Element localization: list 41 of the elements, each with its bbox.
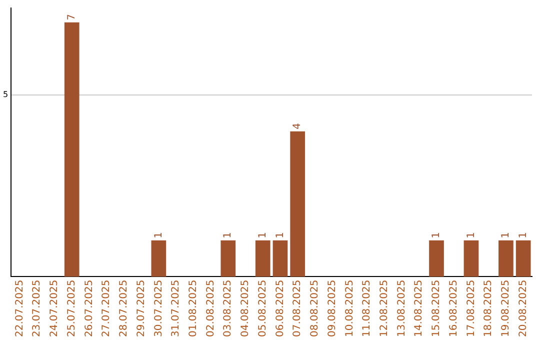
x-tick-label: 10.08.2025 [344,280,356,338]
data-label: 1 [153,232,164,238]
x-tick-label: 20.08.2025 [518,280,529,338]
data-label: 7 [66,14,78,20]
x-tick-label: 15.08.2025 [431,280,442,338]
data-label: 1 [274,232,286,238]
data-label: 4 [292,122,304,130]
data-label: 1 [257,232,268,238]
x-tick-label: 06.08.2025 [274,280,286,338]
x-tick-label: 19.08.2025 [500,280,512,338]
x-tick-label: 27.07.2025 [101,280,112,338]
x-tick-label: 04.08.2025 [240,280,252,338]
x-tick-label: 12.08.2025 [379,280,390,338]
x-tick-label: 29.07.2025 [136,280,147,338]
x-tick-label: 24.07.2025 [49,280,60,338]
x-tick-label: 09.08.2025 [326,280,338,338]
data-label: 1 [466,232,477,238]
x-tick-label: 23.07.2025 [32,280,43,338]
x-tick-label: 30.07.2025 [153,280,164,338]
x-tick-label: 31.07.2025 [170,280,182,338]
x-tick-label: 18.08.2025 [483,280,494,338]
x-tick-label: 17.08.2025 [466,280,477,338]
data-label: 1 [518,232,529,238]
x-tick-label: 28.07.2025 [118,280,130,338]
y-tick-label: 5 [2,90,8,100]
x-tick-label: 05.08.2025 [257,280,268,338]
x-tick-label: 16.08.2025 [448,280,460,338]
data-label: 1 [222,232,234,238]
x-tick-label: 01.08.2025 [188,280,199,338]
x-tick-label: 13.08.2025 [396,280,408,338]
x-tick-label: 26.07.2025 [84,280,95,338]
x-tick-label: 08.08.2025 [310,280,321,338]
x-tick-label: 03.08.2025 [222,280,234,338]
x-tick-label: 22.07.2025 [14,280,26,338]
x-tick-label: 11.08.2025 [362,280,373,338]
x-tick-label: 14.08.2025 [414,280,425,338]
x-tick-label: 25.07.2025 [66,280,78,338]
x-tick-label: 07.08.2025 [292,280,304,338]
x-tick-label: 02.08.2025 [205,280,216,338]
data-label: 1 [500,232,512,238]
data-label: 1 [431,232,442,238]
